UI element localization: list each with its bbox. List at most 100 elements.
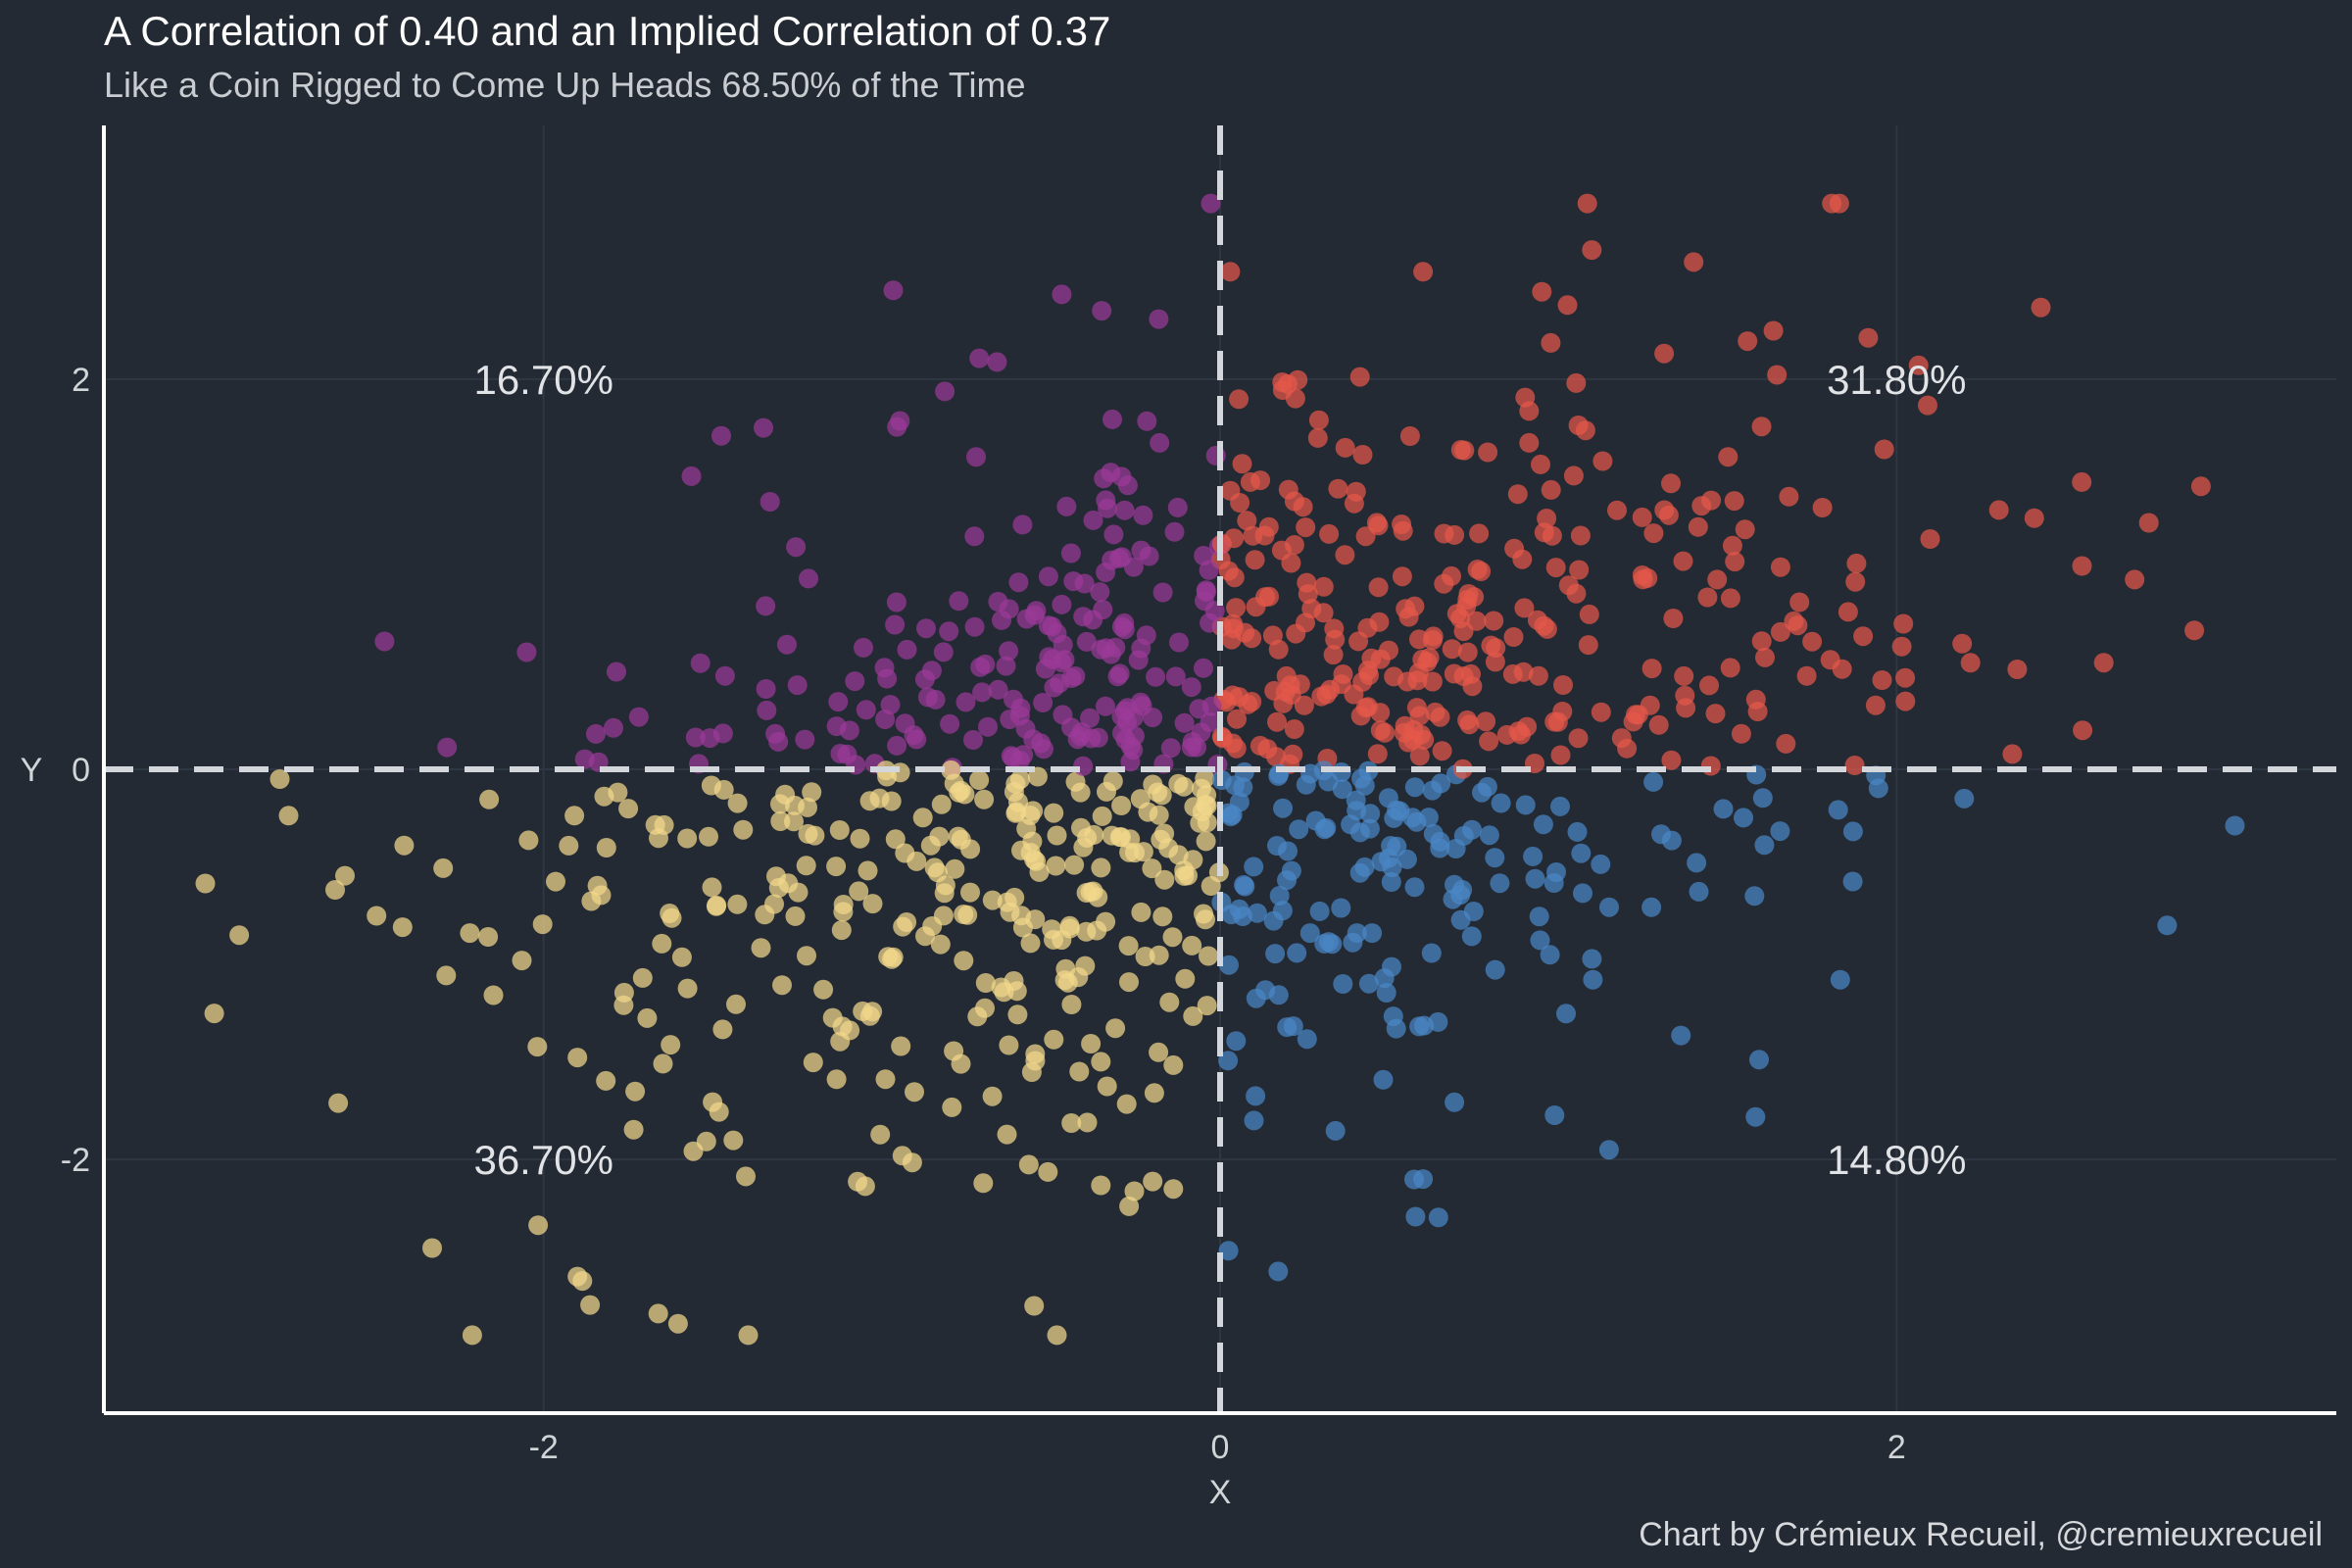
point-lower-left [934,883,955,904]
point-upper-right [1507,484,1528,505]
point-lower-right [1830,969,1850,990]
point-lower-left [367,906,387,926]
point-lower-left [1174,776,1194,797]
point-upper-right [1550,745,1571,765]
point-upper-left [1139,546,1159,566]
point-upper-right [1563,466,1584,486]
point-upper-right [1770,621,1790,642]
point-upper-right [1661,473,1681,494]
point-upper-right [1720,658,1740,678]
point-lower-right [1406,811,1427,832]
chart-credit: Chart by Crémieux Recueil, @cremieuxrecu… [1639,1516,2323,1553]
point-upper-right [1313,576,1334,597]
point-upper-left [754,417,773,438]
point-lower-left [653,1054,673,1074]
point-lower-right [1567,821,1588,842]
point-lower-left [893,916,913,937]
point-upper-right [1273,693,1294,713]
point-upper-right [1454,440,1475,461]
point-lower-right [1273,798,1293,818]
point-lower-left [195,873,216,894]
point-upper-left [837,744,858,764]
point-lower-left [1020,933,1041,954]
point-upper-left [1187,737,1206,758]
point-upper-right [1532,281,1552,302]
point-upper-right [1648,714,1669,735]
point-upper-left [1194,658,1213,678]
point-upper-left [786,537,807,558]
point-upper-left [1132,696,1152,716]
point-upper-left [1038,566,1058,587]
point-lower-left [645,814,665,835]
point-upper-left [1053,705,1073,725]
point-upper-left [897,639,917,660]
point-lower-left [1011,906,1032,926]
point-lower-left [433,858,454,878]
point-upper-right [1294,695,1314,715]
point-upper-left [1096,638,1116,659]
point-upper-left [685,727,706,748]
point-lower-left [969,770,990,790]
point-upper-left [988,679,1008,700]
point-lower-left [618,799,639,819]
point-lower-left [1105,1018,1126,1039]
point-lower-left [869,788,890,808]
point-lower-right [1265,944,1286,964]
point-lower-right [1954,788,1975,808]
point-upper-left [886,592,906,612]
point-lower-left [738,1325,759,1346]
point-lower-left [850,828,870,849]
point-lower-right [1360,804,1381,824]
point-lower-left [532,914,553,935]
point-upper-left [1073,756,1094,776]
point-upper-right [1755,647,1775,667]
point-upper-left [999,641,1019,662]
point-upper-right [1767,365,1788,385]
point-lower-right [1463,902,1484,921]
point-upper-left [1083,510,1103,530]
point-lower-right [1430,838,1450,858]
point-upper-left [874,658,895,678]
point-lower-left [1007,1004,1028,1025]
point-lower-left [798,823,818,844]
point-upper-right [1496,724,1517,745]
point-lower-right [1485,848,1505,868]
point-upper-left [1123,740,1144,760]
point-upper-right [1575,420,1595,441]
point-lower-right [1477,776,1497,797]
point-lower-right [1544,1105,1565,1125]
point-lower-left [1159,992,1180,1012]
point-lower-left [755,905,775,925]
point-upper-right [1368,577,1389,598]
point-lower-left [954,951,974,971]
point-lower-left [518,830,539,851]
point-upper-left [757,700,777,720]
point-upper-left [1137,411,1157,431]
point-lower-left [803,1053,823,1073]
point-upper-right [1513,662,1534,682]
point-upper-right [1519,432,1540,453]
point-lower-left [1197,996,1217,1016]
point-upper-left [988,592,1008,612]
point-lower-right [1277,870,1297,891]
point-lower-right [1362,923,1383,944]
point-upper-right [1434,523,1454,544]
chart-subtitle: Like a Coin Rigged to Come Up Heads 68.5… [104,65,1026,105]
point-upper-left [856,700,876,720]
point-lower-right [1422,780,1443,801]
point-upper-right [1237,511,1257,531]
point-upper-left [1114,701,1135,721]
point-lower-left [982,890,1003,910]
point-lower-right [1278,841,1298,861]
point-upper-right [2190,476,2211,497]
point-lower-left [1059,915,1080,936]
y-axis-title: Y [21,752,43,789]
point-upper-right [1485,652,1505,672]
point-upper-right [1284,719,1304,739]
point-lower-right [2157,915,2178,936]
point-upper-right [1874,439,1894,460]
point-upper-right [1528,665,1548,686]
point-upper-right [1579,604,1599,624]
point-upper-left [1012,514,1033,535]
point-upper-left [883,280,904,301]
